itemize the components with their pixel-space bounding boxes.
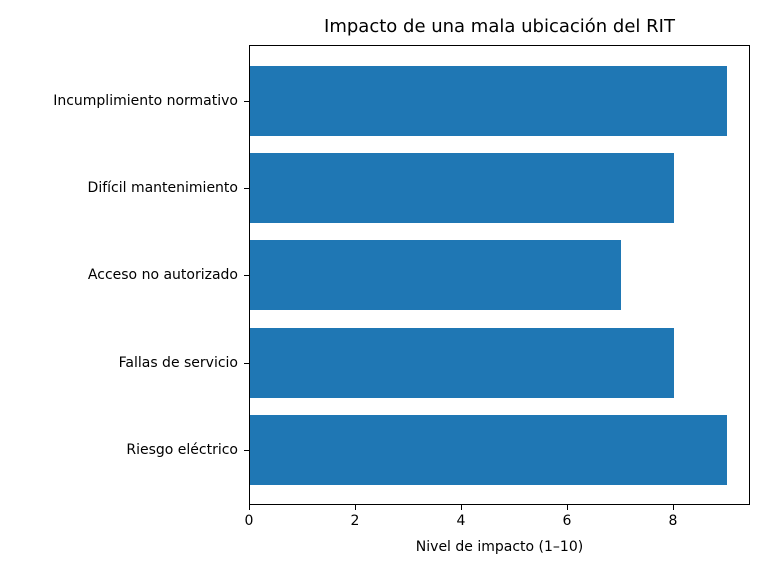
y-tick	[244, 188, 249, 189]
x-tick-label: 2	[350, 513, 360, 529]
bar-fallas-de-servicio	[250, 328, 674, 398]
plot-area	[249, 45, 750, 505]
bar-riesgo-electrico	[250, 415, 727, 485]
y-tick-label: Difícil mantenimiento	[87, 180, 238, 196]
y-tick	[244, 275, 249, 276]
chart-title: Impacto de una mala ubicación del RIT	[324, 16, 675, 37]
bar-acceso-no-autorizado	[250, 240, 621, 310]
x-tick-label: 4	[456, 513, 466, 529]
y-tick-label: Riesgo eléctrico	[126, 442, 238, 458]
x-tick	[355, 505, 356, 510]
x-tick	[249, 505, 250, 510]
y-tick	[244, 101, 249, 102]
x-tick	[461, 505, 462, 510]
y-tick	[244, 450, 249, 451]
x-tick	[567, 505, 568, 510]
x-tick-label: 0	[244, 513, 254, 529]
y-tick-label: Fallas de servicio	[118, 355, 238, 371]
x-tick-label: 8	[668, 513, 678, 529]
y-tick-label: Incumplimiento normativo	[53, 93, 238, 109]
y-tick-label: Acceso no autorizado	[87, 267, 238, 283]
x-tick	[673, 505, 674, 510]
x-axis-label: Nivel de impacto (1–10)	[415, 539, 584, 555]
x-tick-label: 6	[562, 513, 572, 529]
bar-incumplimiento-normativo	[250, 66, 727, 136]
bar-dificil-mantenimiento	[250, 153, 674, 223]
y-tick	[244, 363, 249, 364]
